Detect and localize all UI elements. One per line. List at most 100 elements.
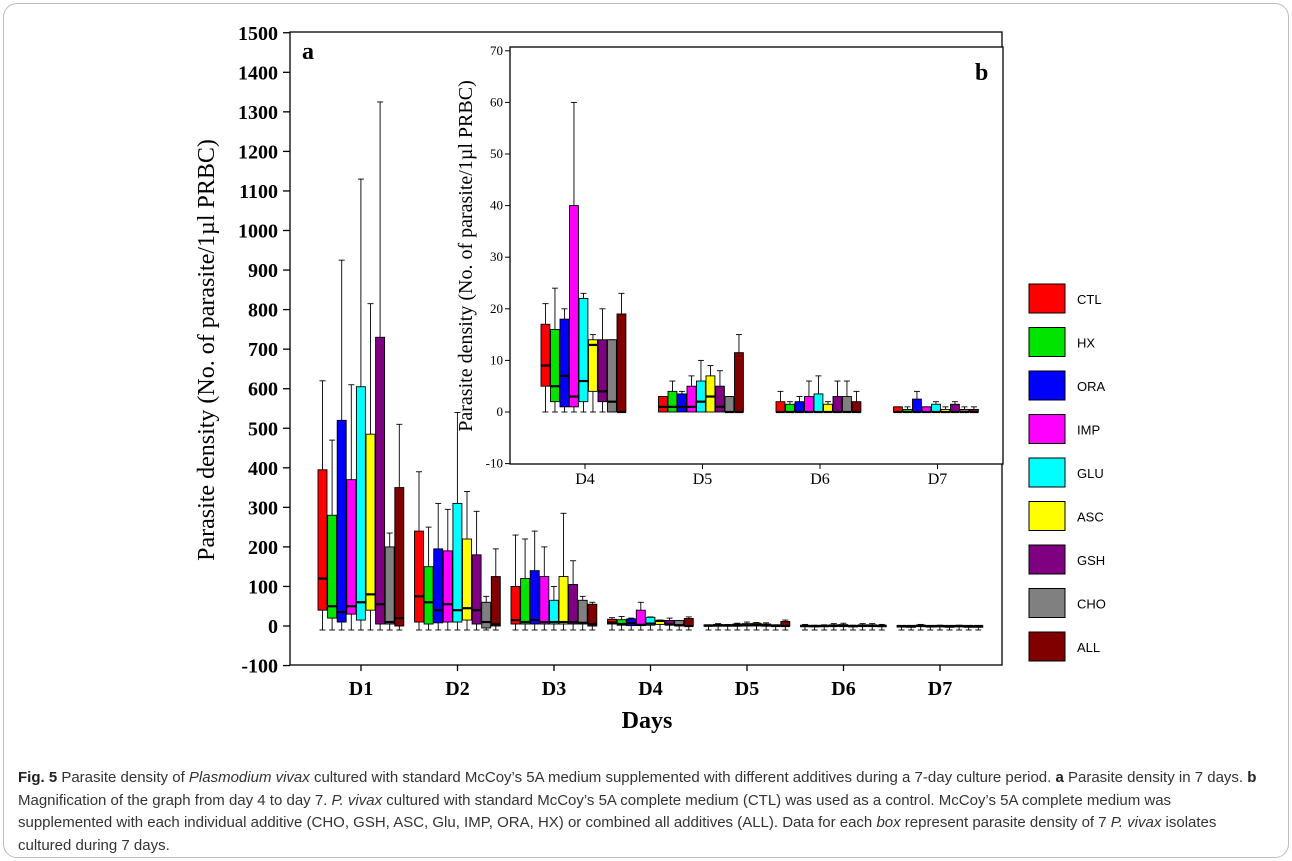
y-tick-label: 100 <box>248 576 278 598</box>
y-tick-label: 200 <box>248 537 278 559</box>
inset-y-tick-label: -10 <box>486 456 503 471</box>
box <box>317 469 328 611</box>
legend-label: ORA <box>1077 379 1106 394</box>
box <box>775 401 786 413</box>
y-tick-label: 1400 <box>238 62 278 84</box>
box <box>724 396 735 413</box>
legend-item-cho: CHO <box>1028 588 1106 618</box>
legend-item-asc: ASC <box>1028 501 1104 531</box>
series-cho <box>384 532 974 631</box>
box <box>705 375 716 413</box>
y-tick-label: 1300 <box>238 102 278 124</box>
legend-item-ora: ORA <box>1028 370 1106 401</box>
legend-swatch <box>1028 414 1066 444</box>
box <box>813 393 824 413</box>
box <box>950 403 960 413</box>
inset-series-ora <box>559 308 922 414</box>
caption-text: a <box>1055 769 1064 786</box>
inset-series-gsh <box>597 308 960 414</box>
box <box>568 584 579 625</box>
legend-swatch <box>1028 457 1066 488</box>
box <box>578 298 589 403</box>
legend-swatch <box>1028 501 1066 531</box>
panel-label-a: a <box>302 39 314 65</box>
x-tick-label: D1 <box>349 678 373 700</box>
series-asc <box>365 303 955 631</box>
box <box>794 401 805 413</box>
box <box>550 328 560 403</box>
box <box>423 566 434 625</box>
y-tick-label: 1100 <box>239 181 278 203</box>
y-tick-label: 300 <box>248 497 278 519</box>
box <box>569 205 579 408</box>
box <box>414 530 424 623</box>
y-tick-label: 0 <box>268 616 278 638</box>
figure-frame <box>3 3 1289 858</box>
inset-series-asc <box>588 334 951 414</box>
box <box>365 433 376 611</box>
inset-y-axis-label: Parasite density (No. of parasite/1µl PR… <box>455 80 477 431</box>
box <box>548 599 559 625</box>
y-tick-label: 700 <box>248 339 278 361</box>
inset-series-cho <box>607 339 970 414</box>
x-tick-label: D6 <box>831 678 855 700</box>
box <box>616 619 627 626</box>
inset-series-all <box>616 292 979 414</box>
inset-series-glu <box>578 292 941 414</box>
legend-item-ctl: CTL <box>1028 283 1102 314</box>
panel-b-frame <box>509 46 1004 465</box>
inset-series-imp <box>569 101 932 414</box>
y-tick-label: -100 <box>241 656 278 678</box>
legend-item-all: ALL <box>1028 631 1100 662</box>
inset-x-tick-label: D6 <box>810 471 830 488</box>
caption-text: Parasite density of <box>57 769 189 786</box>
legend-item-gsh: GSH <box>1028 544 1105 575</box>
box <box>529 570 540 625</box>
inset-y-tick-label: 30 <box>490 249 503 264</box>
box <box>683 618 694 627</box>
box <box>804 396 814 413</box>
series-glu <box>355 178 945 631</box>
box <box>667 390 678 413</box>
box <box>558 576 569 625</box>
y-tick-label: 900 <box>248 260 278 282</box>
box <box>327 514 338 619</box>
legend-label: CHO <box>1077 597 1106 612</box>
x-tick-label: D3 <box>542 678 566 700</box>
box <box>912 398 922 413</box>
box <box>588 339 598 392</box>
inset-x-tick-label: D5 <box>693 471 713 488</box>
inset-series-ctl <box>540 303 903 414</box>
caption-text: P. vivax <box>331 791 383 809</box>
caption-text: isolates cultured during 7 days. <box>18 814 1217 854</box>
box <box>539 576 550 625</box>
box <box>520 578 531 625</box>
legend-label: CTL <box>1077 292 1102 307</box>
box <box>832 396 843 413</box>
series-gsh <box>375 101 965 631</box>
legend-swatch <box>1028 370 1066 401</box>
box <box>346 479 357 615</box>
box <box>842 396 852 413</box>
legend-swatch <box>1028 544 1066 575</box>
caption-text: box <box>876 814 901 831</box>
caption-label: Fig. 5 <box>18 769 58 786</box>
panel-label-b: b <box>975 60 988 86</box>
legend-item-imp: IMP <box>1028 414 1100 444</box>
box <box>785 403 795 413</box>
legend-label: GSH <box>1077 553 1105 568</box>
legend-item-glu: GLU <box>1028 457 1104 488</box>
legend-label: ASC <box>1077 510 1104 525</box>
series-imp <box>346 384 936 631</box>
box <box>384 546 395 625</box>
box <box>616 313 627 413</box>
inset-y-tick-label: 40 <box>490 198 503 213</box>
series-ora <box>336 259 926 631</box>
box <box>734 352 744 413</box>
box <box>336 419 347 623</box>
box <box>607 339 617 413</box>
inset-x-tick-label: D7 <box>928 471 948 488</box>
inset-series-hx <box>550 287 913 414</box>
legend-label: ALL <box>1077 640 1100 655</box>
box <box>597 339 608 403</box>
